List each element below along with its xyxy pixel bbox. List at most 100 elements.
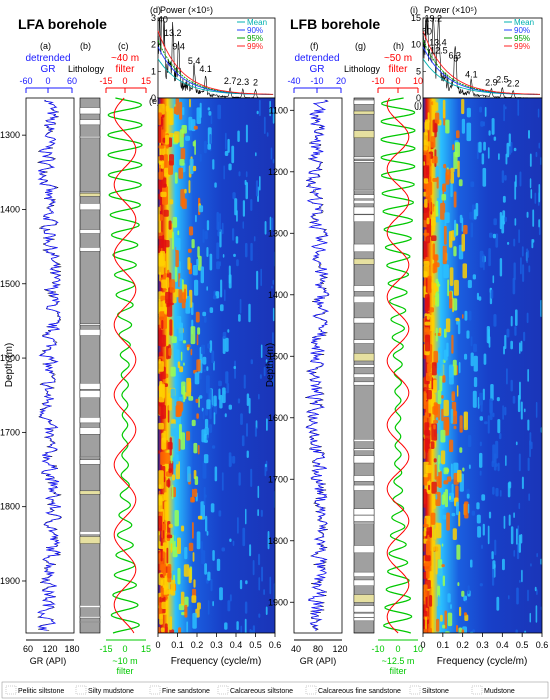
panel-e-xtick-label: 0.2 [191, 640, 204, 650]
panel-j-cell [506, 368, 508, 385]
panel-j-cell [457, 160, 460, 178]
panel-e-cell [158, 160, 162, 165]
panel-e-cell [210, 578, 213, 592]
lfb-gr-tick-1: -10 [310, 76, 323, 86]
panel-d-ytick-label: 3 [151, 13, 156, 23]
lfa-bottom-gr-tick-1: 120 [42, 644, 57, 654]
panel-j-cell [429, 423, 432, 428]
panel-j-cell [514, 326, 517, 336]
panel-e-cell [212, 601, 214, 607]
panel-e-cell [166, 534, 173, 539]
lfb-gr-detrended [305, 99, 330, 631]
lfb-lith-layer [353, 475, 375, 482]
panel-j-cell [478, 141, 482, 153]
panel-e-cell [179, 159, 185, 166]
panel-j-cell [440, 108, 443, 112]
panel-e-cell [224, 150, 229, 156]
panel-j-cell [463, 411, 468, 431]
panel-j-cell [465, 600, 468, 604]
panel-e-cell [173, 319, 177, 328]
panel-e-cell [161, 632, 165, 633]
lfb-lith-layer [353, 571, 375, 577]
panel-e-cell [170, 423, 176, 437]
panel-e-cell [184, 546, 188, 560]
panel-e-cell [175, 437, 179, 453]
panel-j-cell [462, 467, 465, 472]
panel-e-cell [193, 579, 196, 588]
lfb-lith-layer [353, 99, 375, 105]
panel-j-cell [428, 627, 432, 633]
panel-e-cell [248, 303, 251, 323]
lfa-lith-layer [79, 621, 101, 623]
panel-e-cell [166, 547, 169, 564]
lfa-gr-curve [37, 99, 62, 631]
panel-e-cell [187, 257, 191, 270]
panel-e-cell [216, 211, 219, 231]
panel-j-cell [504, 216, 507, 222]
panel-j-cell [489, 398, 493, 414]
panel-j-cell [449, 495, 451, 501]
panel-j-cell [472, 274, 476, 280]
panel-e-cell [263, 366, 266, 377]
panel-j-cell [431, 377, 434, 391]
panel-j-cell [434, 122, 437, 138]
panel-b-letter: (b) [80, 41, 91, 51]
panel-e-cell [178, 396, 184, 401]
lfb-depth-tick-label: 1700 [268, 474, 288, 484]
lfa-depth-tick-label: 1500 [0, 279, 20, 289]
panel-e-cell [188, 542, 194, 552]
panel-j-cell [432, 243, 435, 260]
panel-e-cell [204, 563, 207, 575]
panel-e-cell [216, 558, 221, 571]
panel-j-cell [469, 211, 473, 220]
panel-e-cell [194, 372, 200, 385]
panel-e-cell [258, 393, 260, 400]
panel-j-cell [447, 476, 452, 482]
panel-e-cell [221, 222, 224, 235]
panel-e-cell [258, 553, 261, 566]
panel-a-letter: (a) [40, 41, 51, 51]
panel-e-cell [197, 246, 200, 258]
panel-i-ytick-label: 0 [416, 93, 421, 103]
panel-e-cell [191, 239, 195, 249]
legend-label: Siltstone [422, 688, 449, 695]
panel-e-cell [272, 279, 274, 285]
panel-j-cell [464, 353, 468, 360]
panel-d-power-curve [157, 17, 275, 99]
panel-e-cell [202, 356, 207, 365]
lfb-lith-layer [353, 353, 375, 362]
lfa-title: LFA borehole [18, 16, 107, 32]
panel-e-cell [194, 279, 199, 296]
lfb-gr-raw [305, 99, 330, 631]
lfb-gr-title-2: GR [310, 64, 325, 75]
panel-e-cell [174, 510, 179, 527]
panel-e-cell [192, 141, 196, 147]
panel-j-cell [479, 452, 483, 468]
panel-j-cell [487, 415, 490, 434]
panel-e-cell [165, 134, 169, 145]
panel-d-peak-label: 4.1 [199, 64, 212, 74]
panel-j-cell [455, 317, 460, 322]
panel-j-cell [504, 106, 507, 110]
panel-e-cell [190, 326, 196, 345]
panel-j-cell [443, 491, 446, 501]
panel-j-cell [458, 362, 461, 374]
panel-e-cell [272, 376, 274, 387]
lfa-lith-layer [79, 427, 101, 435]
panel-e-cell [203, 140, 207, 154]
panel-e-cell [161, 320, 164, 329]
panel-e-cell [228, 163, 232, 171]
lfa-gr-title-1: detrended [25, 53, 70, 64]
panel-e-cell [158, 145, 165, 149]
panel-j-cell [423, 164, 430, 178]
panel-e-cell [203, 454, 209, 464]
panel-i-peak-label: 4.1 [465, 69, 478, 79]
panel-j-cell [482, 167, 487, 187]
panel-e-cell [245, 508, 247, 525]
panel-e-cell [225, 337, 229, 352]
panel-e-cell [204, 418, 209, 429]
panel-e-cell [196, 413, 199, 419]
panel-d-confidence-3 [157, 30, 274, 95]
panel-e-cell [195, 214, 197, 223]
panel-e-cell [211, 445, 216, 449]
